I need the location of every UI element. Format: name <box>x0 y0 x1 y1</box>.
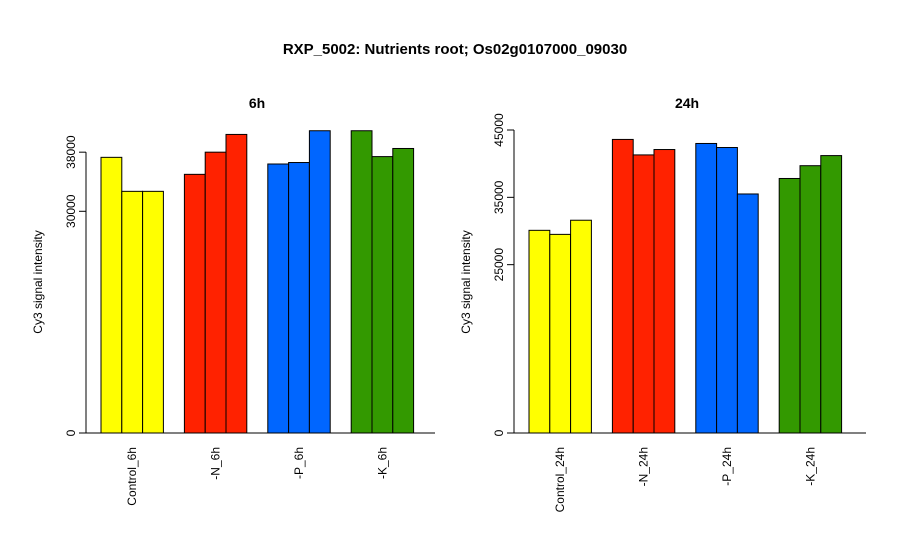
bar--N_6h-1 <box>183 173 206 434</box>
bar--N_24h-2 <box>632 154 655 434</box>
y-tick-label-24h: 25000 <box>492 248 506 282</box>
bar--K_24h-3 <box>820 155 843 434</box>
x-tick-label-Control_6h: Control_6h <box>125 447 139 506</box>
x-tick-label--N_6h: -N_6h <box>209 447 223 480</box>
bar--P_24h-1 <box>695 142 718 434</box>
bar--N_24h-1 <box>611 138 634 434</box>
y-axis-24h: 0 25000 35000 45000 <box>492 113 515 436</box>
bar--K_24h-1 <box>778 177 801 434</box>
bar--K_6h-1 <box>350 130 373 434</box>
bars-6h <box>100 130 415 434</box>
bar-Control_24h-3 <box>570 219 592 434</box>
x-tick-label--P_24h: -P_24h <box>720 447 734 486</box>
chart-panel-6h: 6h Cy3 signal intensity 0 30000 38000 Cont… <box>31 95 435 506</box>
bar-Control_6h-1 <box>100 156 123 434</box>
chart-title-6h: 6h <box>249 95 265 111</box>
y-tick-label-24h: 35000 <box>492 180 506 214</box>
y-tick-label-6h: 38000 <box>64 135 78 169</box>
bar--N_6h-2 <box>204 151 227 434</box>
bar--P_24h-2 <box>716 147 738 434</box>
chart-panel-24h: 24h Cy3 signal intensity 0 25000 35000 4500… <box>459 95 866 512</box>
x-tick-label--N_24h: -N_24h <box>637 447 651 486</box>
y-axis-6h: 0 30000 38000 <box>64 135 87 436</box>
bar--P_6h-2 <box>288 162 310 434</box>
bars-24h <box>528 138 843 434</box>
y-tick-label-6h: 0 <box>64 429 78 436</box>
x-tick-label--K_24h: -K_24h <box>803 447 817 486</box>
y-tick-label-24h: 0 <box>492 429 506 436</box>
y-tick-label-24h: 45000 <box>492 113 506 147</box>
chart-title-24h: 24h <box>675 95 699 111</box>
bar-Control_6h-3 <box>142 190 164 434</box>
x-axis-24h: Control_24h -N_24h -P_24h -K_24h <box>508 432 866 512</box>
bar--K_6h-3 <box>392 147 415 434</box>
x-axis-6h: Control_6h -N_6h -P_6h -K_6h <box>80 432 435 506</box>
bar--P_6h-3 <box>308 130 331 434</box>
bar-Control_6h-2 <box>121 190 144 434</box>
bar--K_6h-2 <box>371 156 394 434</box>
bar--P_6h-1 <box>267 163 290 434</box>
figure-title: RXP_5002: Nutrients root; Os02g0107000_0… <box>283 41 627 58</box>
y-tick-label-6h: 30000 <box>64 194 78 228</box>
bar-Control_24h-1 <box>528 229 551 434</box>
y-axis-label-6h: Cy3 signal intensity <box>31 230 45 333</box>
bar--K_24h-2 <box>799 165 822 434</box>
y-axis-label-24h: Cy3 signal intensity <box>459 230 473 333</box>
bar--N_6h-3 <box>225 133 248 434</box>
bar--N_24h-3 <box>653 149 676 434</box>
x-tick-label--K_6h: -K_6h <box>375 447 389 479</box>
x-tick-label--P_6h: -P_6h <box>292 447 306 479</box>
x-tick-label-Control_24h: Control_24h <box>553 447 567 512</box>
bar-Control_24h-2 <box>549 233 572 434</box>
bar--P_24h-3 <box>736 193 759 434</box>
